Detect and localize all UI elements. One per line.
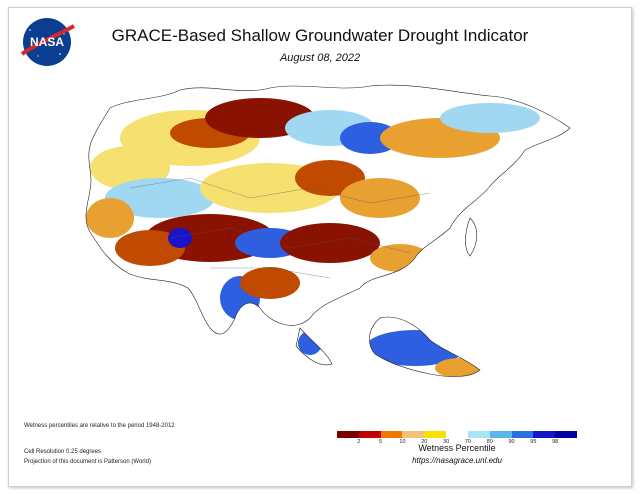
legend-tick-label: 20	[421, 439, 428, 445]
legend-tick-label: 70	[464, 439, 471, 445]
legend-tick-label: 5	[379, 439, 383, 445]
legend-swatch	[467, 431, 490, 438]
svg-text:NASA: NASA	[30, 35, 64, 49]
legend-swatch	[424, 431, 447, 438]
legend-swatch	[555, 431, 577, 438]
legend-swatch	[446, 431, 468, 438]
cell-resolution-note: Cell Resolution 0.25 degrees	[24, 449, 102, 455]
legend-color-bar	[337, 431, 577, 438]
legend-tick-label: 80	[486, 439, 493, 445]
asia-drought-map	[85, 84, 571, 377]
legend-tick-label: 10	[399, 439, 406, 445]
legend-swatch	[358, 431, 381, 438]
legend-swatch	[533, 431, 556, 438]
map-title: GRACE-Based Shallow Groundwater Drought …	[111, 26, 529, 45]
map-date: August 08, 2022	[279, 52, 361, 64]
legend-ticks: 2 5 10 20 30 70 80 90 95 98	[337, 438, 577, 446]
source-url: https://nasagrace.unl.edu	[412, 456, 502, 465]
legend-tick-label: 30	[443, 439, 450, 445]
percentile-period-note: Wetness percentiles are relative to the …	[24, 423, 175, 429]
wetness-legend: 2 5 10 20 30 70 80 90 95 98	[337, 431, 577, 446]
legend-tick-label: 98	[552, 439, 559, 445]
legend-tick-label: 2	[357, 439, 361, 445]
legend-swatch	[489, 431, 512, 438]
legend-swatch	[402, 431, 425, 438]
legend-tick-label: 95	[530, 439, 537, 445]
legend-swatch	[380, 431, 403, 438]
legend-title: Wetness Percentile	[418, 443, 496, 453]
projection-note: Projection of this document is Patterson…	[24, 459, 151, 465]
legend-tick-label: 90	[508, 439, 515, 445]
nasa-logo: NASA	[20, 18, 75, 66]
legend-swatch	[511, 431, 534, 438]
legend-swatch	[337, 431, 359, 438]
